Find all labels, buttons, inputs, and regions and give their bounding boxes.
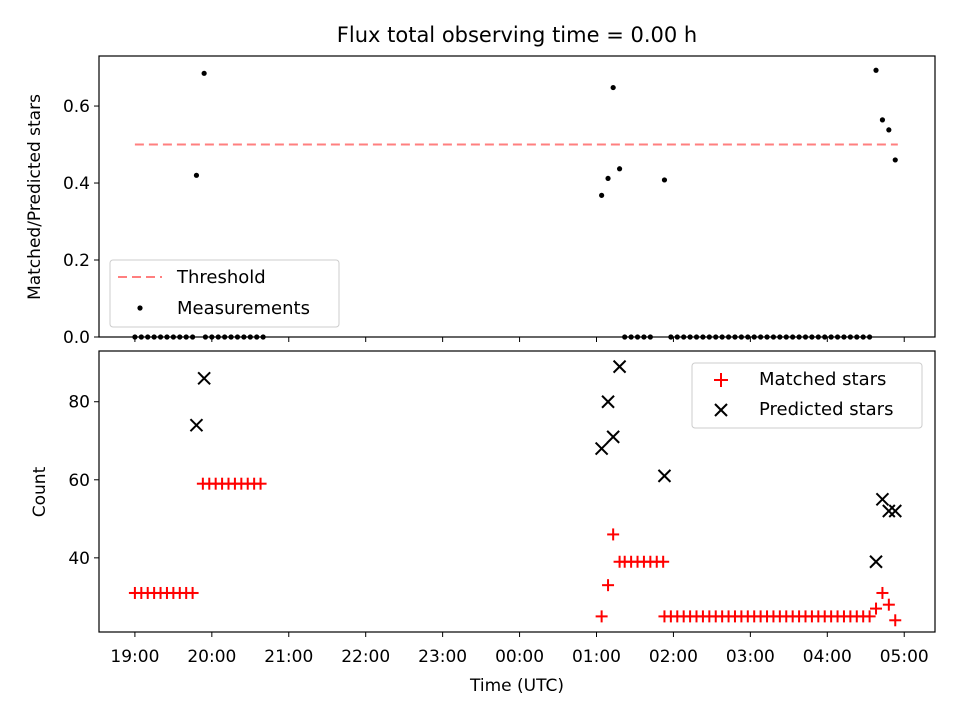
measurement-point — [892, 157, 898, 163]
top-y-tick-label: 0.6 — [63, 97, 90, 117]
measurement-point — [661, 177, 668, 183]
matched-star-point — [607, 528, 620, 541]
top-y-tick-label: 0.0 — [63, 328, 90, 348]
matched-star-point — [863, 610, 876, 623]
matched-star-point — [602, 579, 615, 592]
matched-star-point — [882, 598, 895, 611]
legend-measurements-marker — [137, 305, 143, 311]
predicted-star-point — [882, 504, 896, 518]
matched-star-point — [186, 586, 199, 599]
x-tick-label: 20:00 — [187, 647, 236, 667]
top-axes-frame — [98, 55, 936, 338]
x-tick-label: 02:00 — [649, 647, 698, 667]
top-y-axis-label: Matched/Predicted stars — [25, 94, 45, 300]
measurement-point — [616, 166, 623, 172]
matched-star-point — [876, 586, 889, 599]
bottom-legend: Matched stars Predicted stars — [691, 362, 923, 429]
predicted-star-point — [657, 469, 672, 483]
x-tick-label: 01:00 — [572, 647, 621, 667]
x-tick-label: 00:00 — [495, 647, 544, 667]
matched-star-point — [870, 602, 883, 615]
bottom-y-tick-label: 60 — [68, 471, 90, 491]
predicted-star-point — [612, 359, 627, 374]
bottom-panel: 40 60 80 19:00 20:00 21:00 22:00 23:00 00:00 01:… — [30, 350, 936, 696]
measurement-point — [599, 192, 605, 198]
measurement-point — [873, 67, 879, 73]
measurement-point — [879, 117, 886, 123]
legend-predicted-label: Predicted stars — [759, 399, 893, 420]
bottom-y-tick-label: 40 — [68, 549, 90, 569]
matched-star-point — [254, 477, 267, 490]
legend-matched-marker — [714, 373, 728, 387]
matched-star-point — [657, 555, 670, 568]
top-y-tick-label: 0.2 — [63, 251, 90, 271]
top-panel: 0.0 0.2 0.4 0.6 Matched/Predicted stars Thr… — [25, 55, 936, 348]
predicted-star-point — [197, 371, 211, 386]
x-tick-label: 04:00 — [803, 647, 852, 667]
bottom-x-ticks: 19:00 20:00 21:00 22:00 23:00 00:00 01:00 02:00… — [110, 632, 929, 667]
x-tick-label: 19:00 — [110, 647, 159, 667]
top-y-ticks: 0.0 0.2 0.4 0.6 — [63, 97, 99, 348]
predicted-star-point — [189, 418, 204, 432]
legend-threshold-label: Threshold — [176, 267, 266, 288]
bottom-y-tick-label: 80 — [68, 393, 90, 413]
predicted-star-point — [869, 555, 883, 569]
predicted-star-point — [888, 504, 902, 518]
bottom-axes-frame — [98, 350, 936, 633]
top-legend: Threshold Measurements — [109, 259, 340, 328]
x-tick-label: 21:00 — [264, 647, 313, 667]
measurement-point — [886, 127, 892, 133]
matched-star-point — [595, 610, 608, 623]
x-tick-label: 03:00 — [726, 647, 775, 667]
figure-title: Flux total observing time = 0.00 h — [337, 23, 697, 47]
bottom-y-axis-label: Count — [30, 466, 50, 517]
x-axis-label: Time (UTC) — [469, 676, 564, 696]
measurement-point — [610, 84, 616, 91]
matched-star-point — [889, 614, 902, 627]
bottom-plot-area — [128, 359, 902, 627]
legend-matched-label: Matched stars — [759, 369, 886, 390]
bottom-y-ticks: 40 60 80 — [68, 393, 99, 569]
legend-predicted-marker — [714, 403, 728, 417]
predicted-star-point — [594, 441, 609, 456]
predicted-star-point — [875, 492, 890, 507]
measurement-point — [201, 70, 207, 76]
measurement-point — [605, 175, 611, 182]
top-y-tick-label: 0.4 — [63, 174, 90, 194]
predicted-star-point — [601, 395, 615, 409]
x-tick-label: 05:00 — [880, 647, 929, 667]
measurement-point — [193, 172, 200, 178]
top-x-ticks — [134, 337, 905, 342]
legend-measurements-label: Measurements — [177, 298, 310, 319]
predicted-star-point — [606, 430, 620, 444]
x-tick-label: 22:00 — [341, 647, 390, 667]
x-tick-label: 23:00 — [418, 647, 467, 667]
